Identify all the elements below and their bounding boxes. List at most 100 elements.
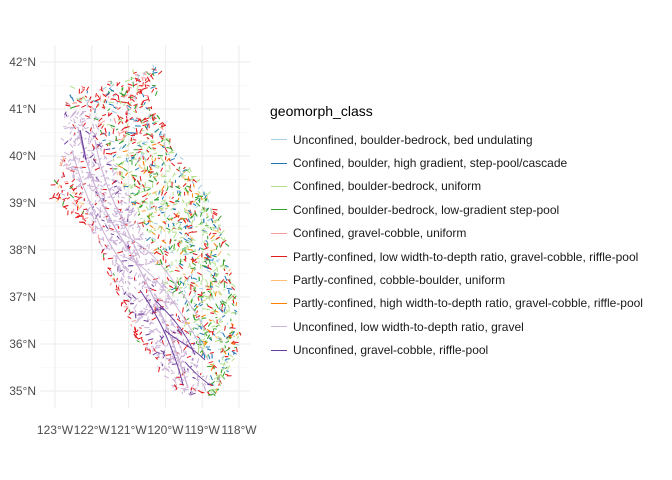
stream-segment: [129, 213, 133, 216]
river-path: [94, 139, 141, 259]
stream-segment: [187, 248, 194, 251]
stream-segment: [60, 137, 65, 141]
stream-segment: [123, 291, 127, 295]
legend-item: Unconfined, low width-to-depth ratio, gr…: [270, 315, 643, 338]
stream-segment: [211, 254, 217, 257]
stream-segment: [214, 237, 220, 241]
stream-segment: [161, 139, 164, 142]
legend-item: Partly-confined, high width-to-depth rat…: [270, 292, 643, 315]
legend-swatch: [271, 209, 287, 211]
stream-segment: [203, 206, 207, 210]
stream-segment: [153, 222, 158, 225]
stream-segment: [58, 197, 62, 200]
stream-segment: [192, 295, 196, 298]
stream-segment: [92, 214, 95, 221]
stream-segment: [151, 143, 157, 146]
stream-segment: [71, 178, 76, 183]
stream-segment: [125, 105, 129, 109]
stream-segment: [151, 309, 154, 314]
stream-segment: [78, 157, 81, 163]
stream-segment: [102, 193, 105, 195]
stream-segment: [236, 336, 239, 339]
stream-segment: [155, 356, 158, 360]
stream-segment: [123, 94, 128, 99]
stream-segment: [223, 264, 228, 269]
stream-segment: [154, 211, 157, 214]
stream-segment: [182, 319, 185, 325]
stream-segment: [142, 93, 145, 98]
stream-segment: [146, 137, 150, 140]
stream-segment: [160, 290, 163, 293]
stream-segment: [199, 332, 205, 335]
stream-segment: [125, 207, 128, 211]
stream-segment: [221, 300, 227, 304]
stream-segment: [120, 224, 123, 227]
stream-segment: [52, 193, 55, 198]
stream-segment: [75, 185, 81, 188]
stream-segment: [116, 82, 121, 87]
stream-segment: [102, 225, 105, 228]
stream-segment: [130, 157, 135, 160]
stream-segment: [160, 361, 164, 366]
stream-segment: [209, 352, 214, 354]
stream-segment: [172, 225, 177, 230]
stream-segment: [69, 184, 74, 187]
stream-segment: [142, 72, 147, 76]
stream-segment: [170, 369, 174, 373]
stream-segment: [207, 198, 209, 203]
stream-segment: [158, 313, 161, 317]
stream-segment: [143, 343, 149, 345]
stream-segment: [184, 371, 187, 373]
stream-segment: [95, 186, 99, 189]
stream-segment: [76, 97, 81, 101]
stream-segment: [92, 108, 96, 111]
stream-segment: [151, 284, 155, 287]
stream-segment: [133, 103, 138, 107]
stream-segment: [121, 160, 125, 164]
stream-segment: [151, 206, 155, 209]
stream-segment: [157, 214, 161, 216]
stream-segment: [169, 270, 174, 273]
stream-segment: [197, 254, 201, 259]
stream-segment: [211, 281, 214, 286]
stream-segment: [192, 203, 197, 206]
stream-segment: [75, 215, 81, 219]
legend-items: Unconfined, boulder-bedrock, bed undulat…: [270, 128, 643, 362]
stream-segment: [177, 327, 182, 332]
stream-segment: [138, 298, 144, 303]
stream-segment: [125, 118, 128, 123]
stream-segment: [92, 176, 95, 180]
stream-segment: [73, 140, 77, 145]
stream-segment: [176, 277, 179, 282]
stream-segment: [121, 273, 125, 278]
stream-segment: [168, 263, 171, 267]
stream-segment: [106, 152, 112, 155]
stream-segment: [131, 98, 135, 102]
stream-segment: [102, 139, 106, 142]
stream-segment: [183, 290, 186, 293]
stream-segment: [231, 323, 234, 326]
stream-segment: [204, 243, 207, 245]
stream-segment: [121, 85, 124, 88]
stream-segment: [125, 130, 128, 133]
stream-segment: [209, 336, 212, 340]
stream-segment: [231, 350, 237, 355]
stream-segment: [68, 138, 73, 141]
stream-segment: [137, 221, 139, 227]
stream-segment: [172, 357, 175, 361]
stream-segment: [157, 247, 160, 250]
stream-segment: [115, 288, 118, 291]
stream-segment: [118, 165, 124, 169]
stream-segment: [186, 308, 190, 312]
stream-segment: [137, 207, 140, 213]
river-path: [119, 254, 209, 361]
stream-segment: [206, 288, 213, 291]
stream-segment: [162, 122, 165, 126]
stream-segment: [197, 293, 202, 296]
stream-segment: [216, 330, 221, 334]
stream-segment: [151, 133, 153, 139]
stream-segment: [146, 276, 148, 281]
stream-segment: [165, 248, 168, 252]
stream-segment: [193, 259, 197, 262]
stream-segment: [217, 215, 222, 221]
